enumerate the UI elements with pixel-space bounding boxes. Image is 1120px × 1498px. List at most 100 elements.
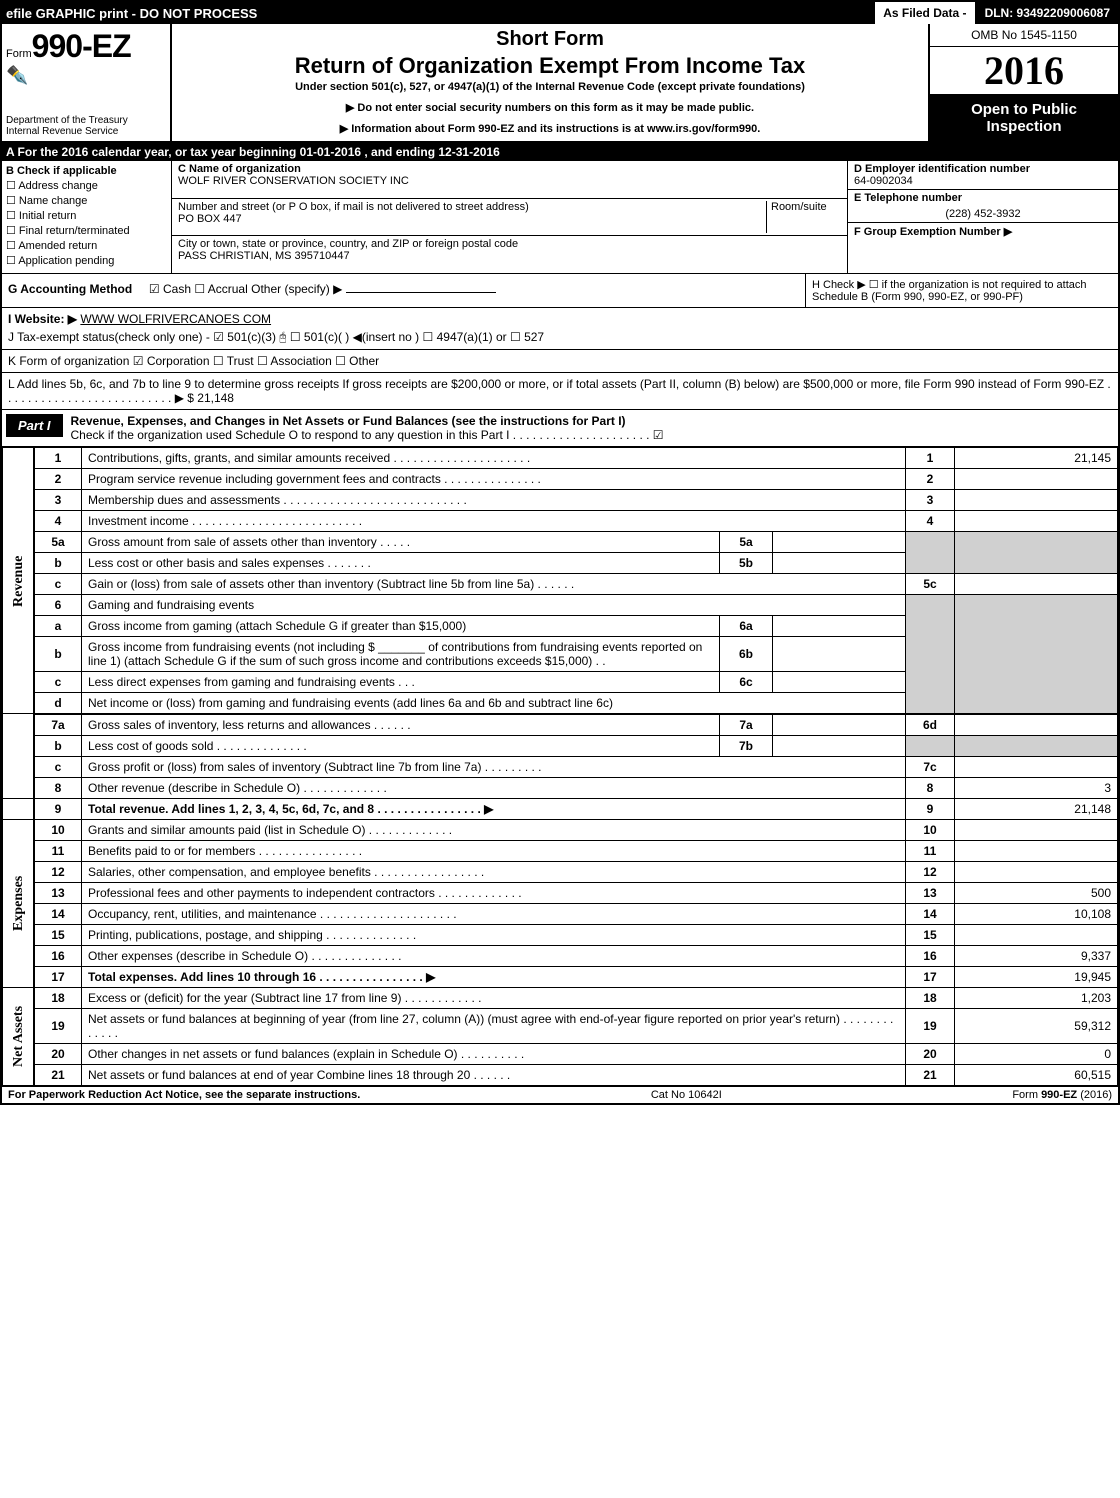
j-tax-exempt: J Tax-exempt status(check only one) - ☑ … [8, 330, 1112, 345]
side-netassets: Net Assets [3, 987, 35, 1085]
ln-15-d: Printing, publications, postage, and shi… [82, 924, 906, 945]
ln-5b-ib: 5b [720, 553, 773, 574]
ln-10-rn: 10 [906, 819, 955, 840]
ln-2-d: Program service revenue including govern… [82, 469, 906, 490]
ln-6-d: Gaming and fundraising events [82, 595, 906, 616]
ein: 64-0902034 [854, 175, 1112, 187]
ln-6c-n: c [34, 672, 82, 693]
ln-6c-d: Less direct expenses from gaming and fun… [82, 672, 720, 693]
footer-left: For Paperwork Reduction Act Notice, see … [8, 1089, 360, 1101]
ln-7b-iv [773, 735, 906, 756]
ln-16-n: 16 [34, 945, 82, 966]
footer-right: Form Form 990-EZ (2016)990-EZ (2016) [1012, 1089, 1112, 1101]
cb-final-return[interactable]: Final return/terminated [6, 224, 167, 237]
ln-2-rn: 2 [906, 469, 955, 490]
ln-5c-rn: 5c [906, 574, 955, 595]
ln-5a-iv [773, 532, 906, 553]
ln-14-n: 14 [34, 903, 82, 924]
row-l: L Add lines 5b, 6c, and 7b to line 9 to … [2, 373, 1118, 410]
ln-12-rn: 12 [906, 861, 955, 882]
ln-7b-n: b [34, 735, 82, 756]
side-revenue3 [3, 798, 35, 819]
ln-13-d: Professional fees and other payments to … [82, 882, 906, 903]
tax-year: 2016 [930, 47, 1118, 95]
dept-treasury: Department of the Treasury [6, 115, 128, 126]
shade-7v [955, 735, 1118, 756]
notice1: ▶ Do not enter social security numbers o… [180, 101, 920, 114]
ln-18-d: Excess or (deficit) for the year (Subtra… [82, 987, 906, 1008]
ln-7b-d: Less cost of goods sold . . . . . . . . … [82, 735, 720, 756]
website-link[interactable]: WWW WOLFRIVERCANOES COM [80, 312, 271, 326]
ln-21-d: Net assets or fund balances at end of ye… [82, 1064, 906, 1085]
col-c: C Name of organization WOLF RIVER CONSER… [172, 161, 847, 273]
side-revenue: Revenue [3, 448, 35, 714]
ln-18-n: 18 [34, 987, 82, 1008]
room-suite-lbl: Room/suite [766, 201, 841, 234]
c-city-lbl: City or town, state or province, country… [178, 238, 518, 250]
ln-19-n: 19 [34, 1008, 82, 1043]
ln-9-v: 21,148 [955, 798, 1118, 819]
ln-5c-n: c [34, 574, 82, 595]
ln-6a-d: Gross income from gaming (attach Schedul… [82, 616, 720, 637]
g-opts: ☑ Cash ☐ Accrual Other (specify) ▶ [149, 282, 346, 296]
footer: For Paperwork Reduction Act Notice, see … [2, 1086, 1118, 1103]
c-city-cell: City or town, state or province, country… [172, 236, 847, 273]
lines-table-cont: d 6d 7a Gross sales of inventory, less r… [2, 714, 1118, 1086]
c-name-cell: C Name of organization WOLF RIVER CONSER… [172, 161, 847, 199]
under-section: Under section 501(c), 527, or 4947(a)(1)… [180, 81, 920, 93]
org-name: WOLF RIVER CONSERVATION SOCIETY INC [178, 175, 841, 187]
shade-5v [955, 532, 1118, 574]
ln-8-n: 8 [34, 777, 82, 798]
ln-7a-ib: 7a [720, 714, 773, 735]
d-ein: D Employer identification number 64-0902… [848, 161, 1118, 190]
ln-14-v: 10,108 [955, 903, 1118, 924]
e-phone: E Telephone number (228) 452-3932 [848, 190, 1118, 223]
cb-address-change[interactable]: Address change [6, 179, 167, 192]
ln-6b-d: Gross income from fundraising events (no… [82, 637, 720, 672]
header-center: Short Form Return of Organization Exempt… [172, 24, 928, 141]
g-other-blank[interactable] [346, 292, 496, 293]
ln-6c-iv [773, 672, 906, 693]
cb-application-pending[interactable]: Application pending [6, 254, 167, 267]
ln-17-v: 19,945 [955, 966, 1118, 987]
shade-6v [955, 595, 1118, 714]
f-lbl: F Group Exemption Number ▶ [854, 226, 1012, 238]
d-lbl: D Employer identification number [854, 163, 1112, 175]
cb-amended-return[interactable]: Amended return [6, 239, 167, 252]
b-title: B Check if applicable [6, 165, 167, 177]
ln-17-n: 17 [34, 966, 82, 987]
ln-7c-d: Gross profit or (loss) from sales of inv… [82, 756, 906, 777]
ln-9-d: Total revenue. Add lines 1, 2, 3, 4, 5c,… [82, 798, 906, 819]
ln-4-v [955, 511, 1118, 532]
ln-2-n: 2 [34, 469, 82, 490]
row-i: I Website: ▶ WWW WOLFRIVERCANOES COM J T… [2, 308, 1118, 350]
phone: (228) 452-3932 [854, 208, 1112, 220]
ln-9-n: 9 [34, 798, 82, 819]
ln-6d-n: d [34, 693, 82, 714]
ln-3-v [955, 490, 1118, 511]
ln-12-d: Salaries, other compensation, and employ… [82, 861, 906, 882]
cb-name-change[interactable]: Name change [6, 194, 167, 207]
ln-7a-iv [773, 714, 906, 735]
part1-title: Revenue, Expenses, and Changes in Net As… [71, 414, 626, 428]
inspect1: Open to Public [932, 101, 1116, 118]
header-row: Form990-EZ ✒️ Department of the Treasury… [2, 24, 1118, 143]
col-b: B Check if applicable Address change Nam… [2, 161, 172, 273]
dept: Department of the Treasury Internal Reve… [6, 115, 128, 137]
part1-text: Revenue, Expenses, and Changes in Net As… [67, 410, 1118, 446]
ln-14-d: Occupancy, rent, utilities, and maintena… [82, 903, 906, 924]
ln-7a-n: 7a [34, 714, 82, 735]
form-big: 990-EZ [32, 28, 131, 64]
ln-15-n: 15 [34, 924, 82, 945]
shade-6 [906, 595, 955, 714]
ln-5a-n: 5a [34, 532, 82, 553]
ln-4-n: 4 [34, 511, 82, 532]
ln-6-n: 6 [34, 595, 82, 616]
part1-sub: Check if the organization used Schedule … [71, 428, 664, 442]
ln-17-d: Total expenses. Add lines 10 through 16 … [82, 966, 906, 987]
part1-badge: Part I [6, 414, 63, 437]
ln-13-rn: 13 [906, 882, 955, 903]
ln-8-d: Other revenue (describe in Schedule O) .… [82, 777, 906, 798]
ln-5a-ib: 5a [720, 532, 773, 553]
cb-initial-return[interactable]: Initial return [6, 209, 167, 222]
